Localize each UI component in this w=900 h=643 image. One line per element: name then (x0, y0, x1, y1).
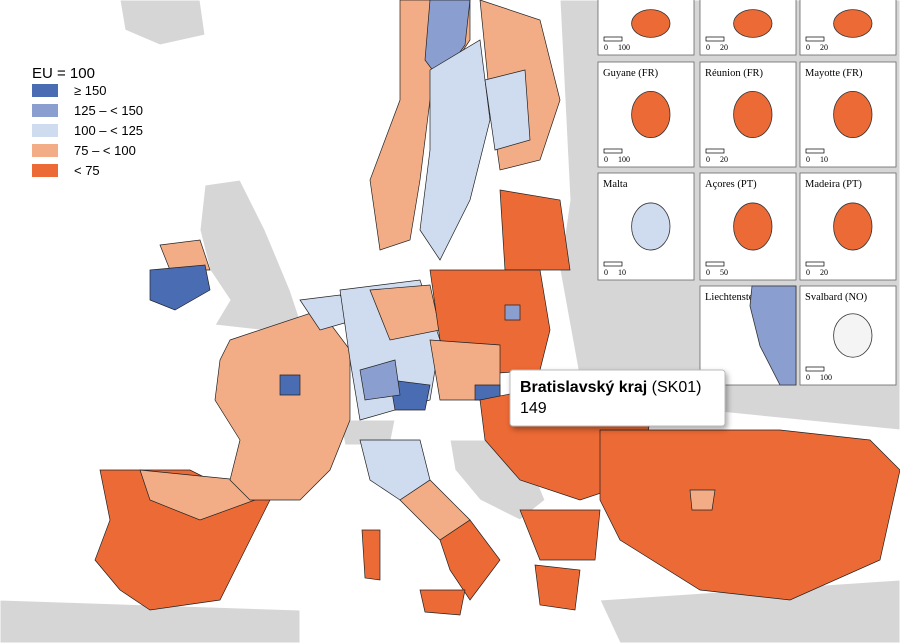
legend-swatch (32, 104, 58, 117)
scale-bar (805, 261, 825, 267)
scale-label: 0 (604, 43, 608, 52)
inset-shape (833, 9, 873, 38)
tooltip-title: Bratislavský kraj (SK01) (520, 379, 701, 396)
inset-shape (733, 91, 773, 139)
scale-label: 0 (806, 268, 810, 277)
scale-label: 0 (706, 43, 710, 52)
scale-bar (805, 366, 825, 372)
scale-label: 20 (720, 43, 728, 52)
inset-label: Mayotte (FR) (805, 68, 863, 79)
scale-label: 20 (720, 155, 728, 164)
legend-swatch (32, 84, 58, 97)
inset-shape (631, 9, 671, 38)
legend: EU = 100 ≥ 150 125 – < 150 100 – < 125 75 –… (32, 65, 143, 178)
inset-label: Guyane (FR) (603, 68, 659, 79)
scale-bar (805, 148, 825, 154)
scale-bar (603, 36, 623, 42)
legend-label: 125 – < 150 (74, 103, 143, 118)
scale-label: 20 (820, 268, 828, 277)
legend-swatch (32, 144, 58, 157)
scale-bar (603, 148, 623, 154)
scale-label: 0 (604, 155, 608, 164)
scale-bar (805, 36, 825, 42)
inset-label: Réunion (FR) (705, 68, 764, 79)
inset-shape (833, 91, 873, 139)
scale-label: 0 (604, 268, 608, 277)
inset-shape (833, 313, 873, 358)
scale-label: 100 (820, 373, 832, 382)
scale-label: 20 (820, 43, 828, 52)
tooltip-box (509, 369, 726, 427)
inset-shape (733, 9, 773, 38)
scale-bar (603, 261, 623, 267)
scale-bar (705, 261, 725, 267)
scale-label: 100 (618, 155, 630, 164)
scale-bar (705, 148, 725, 154)
tooltip: Bratislavský kraj (SK01) 149 (509, 369, 726, 427)
inset-shape (733, 202, 773, 251)
scale-label: 0 (706, 268, 710, 277)
inset-shape (631, 91, 671, 139)
region-code: (SK01) (652, 379, 702, 396)
legend-swatch (32, 164, 58, 177)
scale-label: 0 (806, 373, 810, 382)
inset-label: Svalbard (NO) (805, 292, 868, 303)
inset-label: Açores (PT) (705, 179, 757, 190)
legend-label: 100 – < 125 (74, 123, 143, 138)
scale-label: 0 (806, 155, 810, 164)
region-value: 149 (520, 400, 547, 417)
inset-label: Liechtenstein (705, 292, 762, 303)
scale-label: 10 (618, 268, 626, 277)
inset-shape (833, 202, 873, 251)
regions (94, 0, 900, 616)
scale-label: 0 (806, 43, 810, 52)
legend-label: ≥ 150 (74, 83, 106, 98)
legend-label: 75 – < 100 (74, 143, 136, 158)
legend-title: EU = 100 (32, 65, 95, 82)
scale-label: 50 (720, 268, 728, 277)
scale-label: 100 (618, 43, 630, 52)
legend-label: < 75 (74, 163, 100, 178)
region-name: Bratislavský kraj (520, 379, 647, 396)
scale-bar (705, 36, 725, 42)
scale-label: 0 (706, 155, 710, 164)
inset-shape (631, 202, 671, 251)
inset-label: Madeira (PT) (805, 179, 862, 190)
inset-shape (749, 285, 797, 386)
inset-label: Malta (603, 179, 628, 190)
scale-label: 10 (820, 155, 828, 164)
legend-swatch (32, 124, 58, 137)
